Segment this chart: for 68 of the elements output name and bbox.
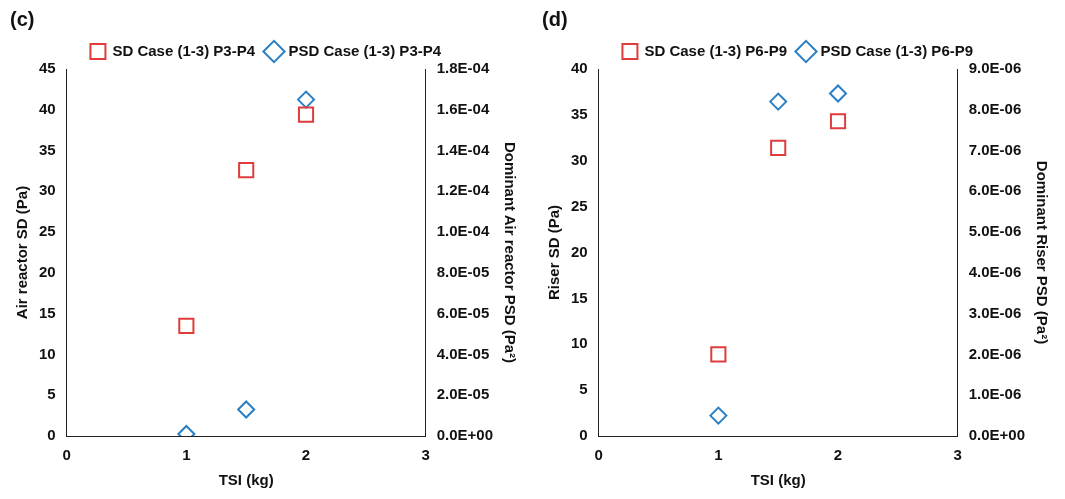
point bbox=[769, 92, 788, 111]
y2-axis-title: Dominant Air reactor PSD (Pa²) bbox=[501, 141, 519, 364]
legend-label: SD Case (1-3) P3-P4 bbox=[112, 41, 256, 59]
y-tick-label: 0 bbox=[47, 426, 56, 444]
y2-tick-label: 5.0E-06 bbox=[968, 222, 1022, 240]
point bbox=[297, 106, 315, 123]
x-tick-label: 0 bbox=[62, 446, 71, 464]
legend-label: SD Case (1-3) P6-P9 bbox=[644, 41, 787, 59]
y-tick-label: 40 bbox=[571, 59, 588, 77]
point bbox=[709, 406, 728, 425]
chart-title: (c) bbox=[10, 7, 35, 30]
x-axis-title: TSI (kg) bbox=[218, 471, 274, 489]
point bbox=[829, 84, 848, 103]
y2-tick-label: 1.4E-04 bbox=[436, 140, 490, 158]
y-tick-label: 20 bbox=[39, 263, 56, 281]
y-tick-label: 10 bbox=[571, 334, 588, 352]
y-tick-label: 5 bbox=[47, 385, 56, 403]
x-tick-label: 2 bbox=[301, 446, 311, 464]
y2-tick-label: 4.0E-05 bbox=[436, 344, 490, 362]
y-tick-label: 45 bbox=[39, 59, 56, 77]
y2-tick-label: 8.0E-06 bbox=[968, 99, 1022, 117]
y2-tick-label: 4.0E-06 bbox=[968, 263, 1022, 281]
y-tick-label: 10 bbox=[39, 344, 56, 362]
y2-tick-label: 0.0E+00 bbox=[436, 426, 494, 444]
point bbox=[770, 139, 787, 156]
point bbox=[710, 346, 727, 363]
y2-tick-label: 1.0E-04 bbox=[436, 222, 490, 240]
y2-tick-label: 1.8E-04 bbox=[436, 59, 490, 77]
y-tick-label: 35 bbox=[39, 140, 56, 158]
legend-label: PSD Case (1-3) P6-P9 bbox=[820, 41, 974, 59]
chart-title: (d) bbox=[542, 7, 568, 30]
y2-tick-label: 2.0E-06 bbox=[968, 344, 1022, 362]
y2-tick-label: 2.0E-05 bbox=[436, 385, 490, 403]
y-tick-label: 15 bbox=[571, 288, 588, 306]
y-tick-label: 20 bbox=[571, 242, 588, 260]
x-tick-label: 3 bbox=[953, 446, 962, 464]
y-tick-label: 30 bbox=[39, 181, 56, 199]
x-tick-label: 1 bbox=[714, 446, 723, 464]
y2-tick-label: 0.0E+00 bbox=[968, 426, 1026, 444]
legend-label: PSD Case (1-3) P3-P4 bbox=[288, 41, 442, 59]
x-tick-label: 3 bbox=[421, 446, 430, 464]
y-tick-label: 35 bbox=[571, 105, 588, 123]
y-tick-label: 0 bbox=[579, 426, 588, 444]
point bbox=[178, 317, 195, 334]
y-axis-title: Riser SD (Pa) bbox=[545, 204, 563, 301]
x-tick-label: 0 bbox=[594, 446, 603, 464]
y-tick-label: 30 bbox=[571, 150, 588, 168]
y2-tick-label: 8.0E-05 bbox=[436, 263, 490, 281]
y2-tick-label: 6.0E-05 bbox=[436, 303, 490, 321]
y2-tick-label: 1.6E-04 bbox=[436, 99, 490, 117]
y-tick-label: 25 bbox=[571, 196, 588, 214]
point bbox=[238, 162, 255, 179]
y-tick-label: 15 bbox=[39, 303, 56, 321]
y2-tick-label: 6.0E-06 bbox=[968, 181, 1022, 199]
point bbox=[829, 113, 847, 130]
y-tick-label: 5 bbox=[579, 380, 588, 398]
y-axis-title: Air reactor SD (Pa) bbox=[13, 185, 31, 320]
x-tick-label: 1 bbox=[182, 446, 191, 464]
y2-tick-label: 1.2E-04 bbox=[436, 181, 490, 199]
y-tick-label: 25 bbox=[39, 222, 56, 240]
y2-tick-label: 9.0E-06 bbox=[968, 59, 1022, 77]
y2-tick-label: 3.0E-06 bbox=[968, 303, 1022, 321]
y2-tick-label: 1.0E-06 bbox=[968, 385, 1022, 403]
x-axis-title: TSI (kg) bbox=[750, 471, 806, 489]
y2-axis-title: Dominant Riser PSD (Pa²) bbox=[1033, 160, 1051, 345]
y2-tick-label: 7.0E-06 bbox=[968, 140, 1022, 158]
x-tick-label: 2 bbox=[833, 446, 843, 464]
y-tick-label: 40 bbox=[39, 99, 56, 117]
